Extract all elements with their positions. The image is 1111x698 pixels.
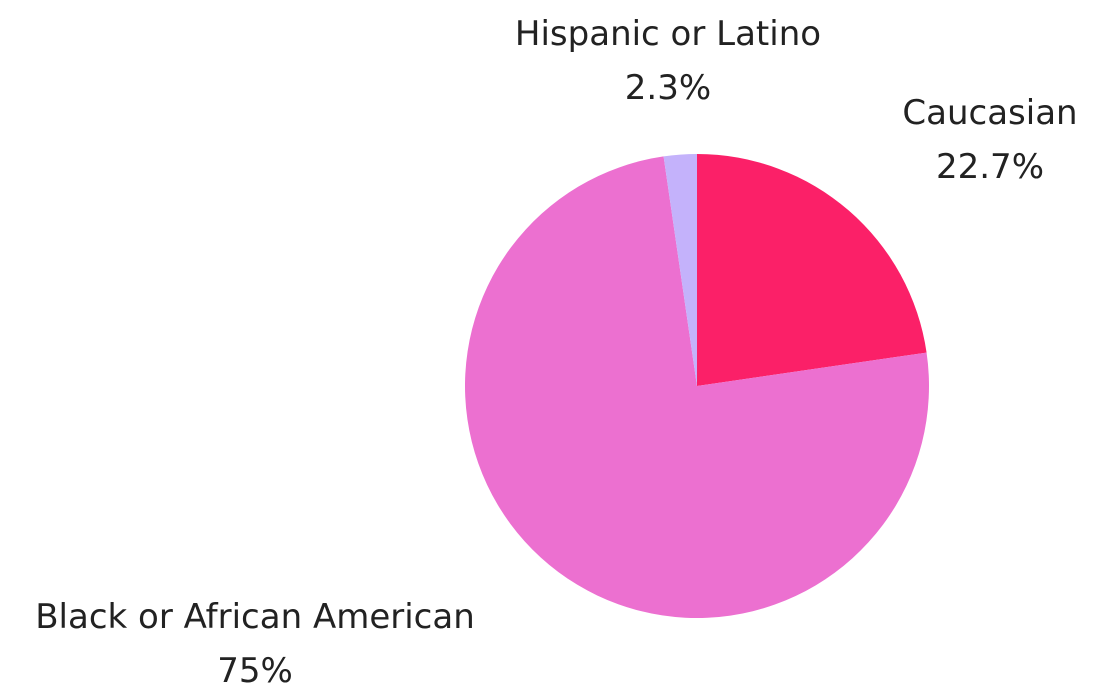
slice-label: Black or African American xyxy=(35,597,475,637)
slice-percent-label: 22.7% xyxy=(936,147,1044,187)
pie-slice-caucasian xyxy=(697,154,927,386)
pie-slice-hispanic-or-latino xyxy=(663,154,697,386)
slice-percent-label: 2.3% xyxy=(625,68,711,108)
pie-labels: Caucasian 22.7% Black or African American 7… xyxy=(35,14,1077,691)
pie-slices xyxy=(464,154,929,619)
slice-label: Caucasian xyxy=(902,93,1077,133)
slice-percent-label: 75% xyxy=(217,651,293,691)
pie-slice-black-or-african-american xyxy=(464,156,929,619)
slice-label: Hispanic or Latino xyxy=(515,14,821,54)
